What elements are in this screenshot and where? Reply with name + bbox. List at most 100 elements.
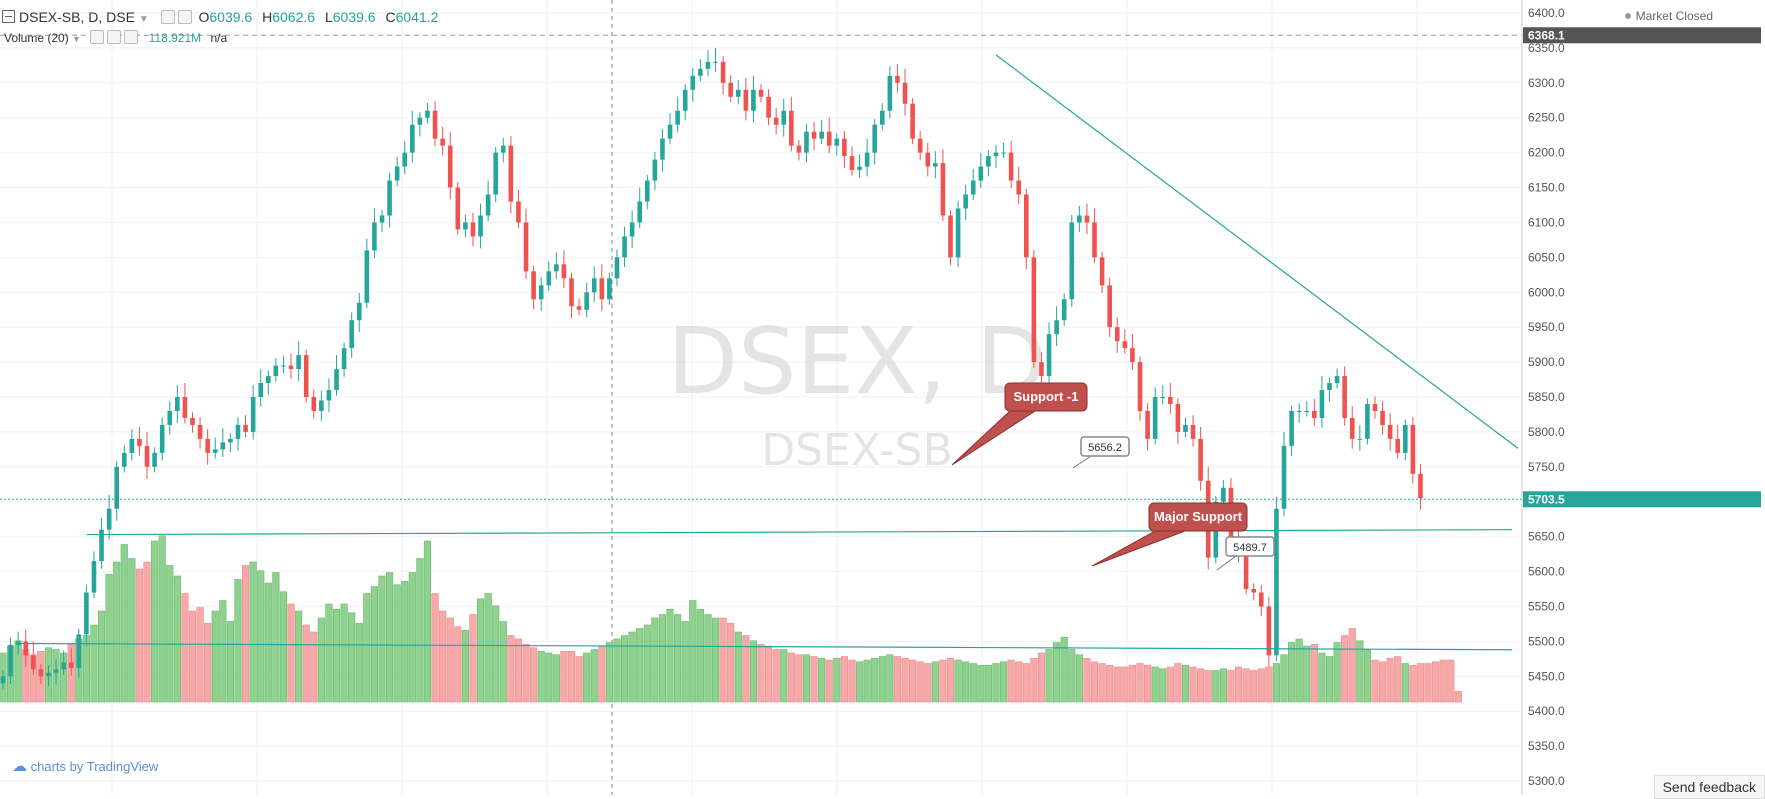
candle-body [591,278,597,293]
volume-bar [658,614,667,703]
volume-bar [1068,649,1076,703]
candle-body [887,75,893,111]
volume-bar [302,624,310,703]
candle-body [660,138,665,160]
candle-body [1122,341,1128,349]
volume-bar [818,657,826,703]
volume-bar [1007,659,1015,703]
price-marker-bg [1523,27,1761,44]
volume-bar [962,661,970,703]
eye-icon[interactable] [90,30,105,44]
volume-bar [423,540,432,703]
chevron-down-icon[interactable]: ▼ [72,34,81,44]
volume-bar [757,643,765,703]
drawing-lines[interactable] [0,34,1522,651]
symbol-title[interactable]: DSEX-SB, D, DSE [19,9,135,25]
price-tag-pointer [1072,455,1092,469]
settings-icon[interactable] [177,10,192,24]
volume-bar [1424,663,1432,703]
volume-bar [628,631,636,703]
candle-body [970,180,976,195]
volume-bar [711,617,720,703]
callouts[interactable]: Support -1 5656.2 Major Support 5489.7 [951,382,1275,571]
candle-body [15,641,21,645]
price-tag-label: 5489.7 [1233,542,1267,554]
chevron-down-icon[interactable]: ▼ [138,14,149,25]
support-line-1 [86,529,1513,536]
volume-bar [530,647,538,703]
symbol-watermark: DSEX, D DSEX-SB [667,308,1047,476]
volume-bar [1113,666,1121,703]
resistance-trendline [995,54,1519,449]
candle-body [1145,410,1150,439]
y-tick-label: 5750.0 [1528,460,1565,474]
send-feedback-button[interactable]: Send feedback [1653,775,1765,799]
candle-body [1092,222,1097,258]
volume-title[interactable]: Volume (20) [4,31,69,45]
candle-body [720,61,726,83]
y-tick-label: 6050.0 [1528,250,1565,264]
candle-body [1251,589,1256,593]
candle-body [1372,403,1378,411]
candle-body [569,278,574,307]
candle-body [1274,508,1279,656]
candle-body [804,131,809,153]
candle-body [38,669,44,677]
candle-body [417,117,423,125]
candle-body [349,320,354,349]
candle-body [61,662,66,670]
eye-icon[interactable] [160,10,175,24]
candle-body [1258,592,1264,607]
candle-body [281,365,286,367]
volume-bar [567,650,576,703]
volume-bar [469,614,477,703]
volume-bar [583,652,591,703]
collapse-icon[interactable] [2,10,15,23]
candle-body [986,156,991,167]
y-tick-label: 5900.0 [1528,355,1565,369]
y-tick-label: 5350.0 [1528,739,1565,753]
volume-bar [1151,666,1159,703]
callout-label: Support -1 [1014,389,1079,404]
volume-bar [105,573,113,703]
volume-bar [742,635,750,703]
candle-body [1418,473,1423,499]
candle-body [303,355,309,398]
candle-body [902,82,908,104]
volume-bar [204,622,212,703]
candle-body [1183,424,1188,432]
y-tick-label: 5400.0 [1528,704,1565,718]
volume-bar [1106,664,1114,703]
candle-body [410,124,415,153]
volume-bar [946,657,955,703]
volume-bar [795,654,803,703]
volume-bar [408,572,416,703]
close-icon[interactable] [124,30,139,44]
volume-bar [1159,668,1167,703]
volume-bar [1075,654,1083,703]
volume-bar [1371,659,1379,703]
branding-text: charts by TradingView [30,759,159,774]
tradingview-branding[interactable]: ☁ charts by TradingView [12,757,158,775]
volume-bar [1045,649,1053,703]
volume-bar [810,656,818,703]
volume-bar [969,663,977,703]
price-axis[interactable]: 6400.0 6350.0 6300.0 6250.0 6200.0 6150.0 6100… [1521,0,1765,795]
settings-icon[interactable] [107,30,122,44]
volume-bar [219,600,227,703]
candle-body [99,529,104,562]
volume-bar [545,652,553,703]
volume-bar [279,591,288,703]
candle-body [387,180,392,216]
candle-body [819,131,824,139]
candle-body [91,561,97,593]
volume-bar [1325,656,1334,703]
candle-body [1077,215,1082,223]
axis-background [1522,0,1765,795]
volume-bar [1439,659,1447,703]
candle-body [235,424,241,439]
volume-bar [833,657,841,703]
volume-ma-value: n/a [210,31,228,45]
volume-bar [120,544,128,703]
